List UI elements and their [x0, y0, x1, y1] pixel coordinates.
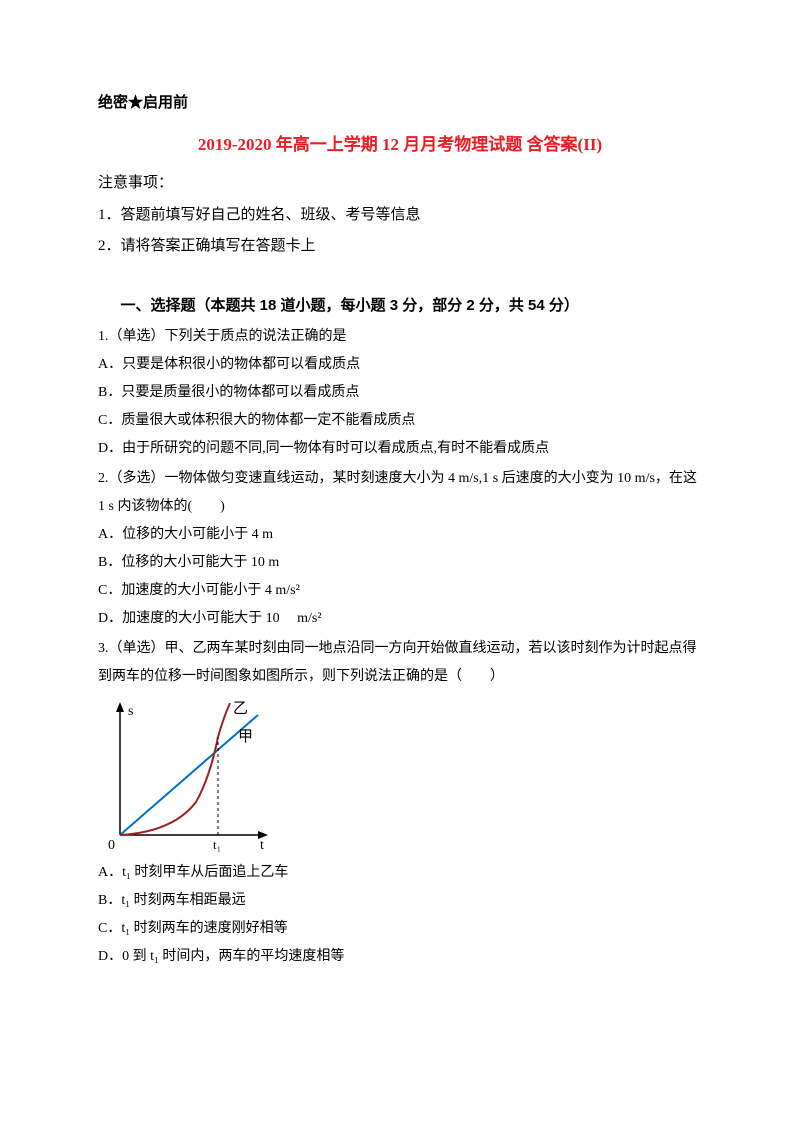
displacement-time-chart: s t 0 t₁ 乙 甲 [98, 697, 278, 857]
q1-option-d: D．由于所研究的问题不同,同一物体有时可以看成质点,有时不能看成质点 [98, 435, 702, 463]
q3-option-d: D．0 到 t₁ 时间内，两车的平均速度相等 [98, 943, 702, 971]
q2-stem: 2.（多选）一物体做匀变速直线运动，某时刻速度大小为 4 m/s,1 s 后速度… [98, 465, 702, 521]
exam-title: 2019-2020 年高一上学期 12 月月考物理试题 含答案(II) [98, 128, 702, 162]
instruction-1: 1．答题前填写好自己的姓名、班级、考号等信息 [98, 200, 702, 232]
q2-option-c: C．加速度的大小可能小于 4 m/s² [98, 577, 702, 605]
yi-label: 乙 [233, 701, 248, 717]
section-1-header: 一、选择题（本题共 18 道小题，每小题 3 分，部分 2 分，共 54 分） [98, 291, 702, 321]
chart-svg: s t 0 t₁ 乙 甲 [98, 697, 278, 857]
q1-option-c: C．质量很大或体积很大的物体都一定不能看成质点 [98, 407, 702, 435]
q3-option-a: A．t₁ 时刻甲车从后面追上乙车 [98, 859, 702, 887]
q3-stem: 3.（单选）甲、乙两车某时刻由同一地点沿同一方向开始做直线运动，若以该时刻作为计… [98, 635, 702, 691]
q3-option-b: B．t₁ 时刻两车相距最远 [98, 887, 702, 915]
origin-label: 0 [108, 838, 115, 853]
instructions-intro: 注意事项： [98, 168, 702, 200]
q2-option-d: D．加速度的大小可能大于 10 m/s² [98, 605, 702, 633]
axis-label-s: s [128, 704, 133, 719]
q1-option-a: A．只要是体积很小的物体都可以看成质点 [98, 351, 702, 379]
q2-option-b: B．位移的大小可能大于 10 m [98, 549, 702, 577]
t1-label: t₁ [213, 837, 221, 852]
q3-option-c: C．t₁ 时刻两车的速度刚好相等 [98, 915, 702, 943]
confidential-label: 绝密★启用前 [98, 88, 702, 118]
q1-option-b: B．只要是质量很小的物体都可以看成质点 [98, 379, 702, 407]
q2-option-a: A．位移的大小可能小于 4 m [98, 521, 702, 549]
axis-label-t: t [260, 838, 264, 853]
jia-label: 甲 [238, 729, 253, 745]
instruction-2: 2．请将答案正确填写在答题卡上 [98, 231, 702, 263]
q1-stem: 1.（单选）下列关于质点的说法正确的是 [98, 323, 702, 351]
